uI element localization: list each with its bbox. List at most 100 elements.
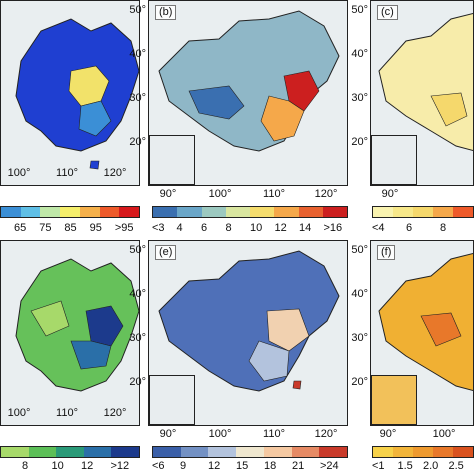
- tick: 12: [208, 460, 221, 472]
- tick: 12: [274, 222, 287, 234]
- south-china-sea-inset: [371, 135, 417, 185]
- map-panel-c: (c): [370, 0, 474, 186]
- tick: >16: [323, 222, 343, 234]
- lat-label: 30°: [351, 332, 368, 344]
- lon-label: 90°: [159, 188, 177, 200]
- tick: 8: [440, 222, 447, 234]
- tick: <3: [152, 222, 165, 234]
- colorbar-ticks-c: <4 6 8: [372, 222, 474, 234]
- lon-label: 90°: [159, 428, 177, 440]
- colorbar-ticks-f: <1 1.5 2.0 2.5: [372, 460, 474, 472]
- tick: 4: [176, 222, 183, 234]
- region-dark: [420, 312, 462, 347]
- lon-label: 110°: [263, 428, 285, 440]
- region-hot: [283, 70, 320, 112]
- region-warm: [260, 95, 305, 142]
- lat-label: 50°: [129, 4, 146, 16]
- map-panel-b: (b): [148, 0, 348, 186]
- map-panel-e: (e): [148, 240, 348, 426]
- colorbar-ticks-d: 8 10 12 >12: [22, 460, 140, 472]
- lat-label: 30°: [129, 332, 146, 344]
- tick: <6: [152, 460, 165, 472]
- tick: 21: [292, 460, 305, 472]
- colorbar-b: [152, 206, 348, 218]
- region-pale: [266, 308, 310, 352]
- region-blue: [70, 340, 112, 370]
- tick: 95: [89, 222, 102, 234]
- tick: 18: [264, 460, 277, 472]
- region-warm: [430, 92, 468, 127]
- map-panel-d: 100° 110° 120°: [0, 240, 140, 426]
- china-map-d: [15, 258, 139, 392]
- lat-label: 40°: [129, 48, 146, 60]
- china-map-f: [378, 252, 473, 391]
- lon-label: 110°: [56, 167, 78, 179]
- lon-label: 100°: [7, 167, 31, 179]
- lat-label: 20°: [129, 136, 146, 148]
- lat-label: 40°: [351, 288, 368, 300]
- panel-label: (f): [377, 245, 396, 260]
- colorbar-ticks-e: <6 9 12 15 18 21 >24: [152, 460, 348, 472]
- lat-label: 50°: [351, 244, 368, 256]
- china-map-e: [158, 250, 340, 392]
- map-panel-a: 100° 110° 120°: [0, 0, 140, 186]
- colorbar-ticks-a: 65 75 85 95 >95: [14, 222, 140, 234]
- lat-label: 40°: [129, 288, 146, 300]
- china-map-c: [378, 12, 473, 151]
- region-red: [292, 380, 302, 390]
- tick: 10: [51, 460, 64, 472]
- colorbar-ticks-b: <3 4 6 8 10 12 14 >16: [152, 222, 348, 234]
- country-outline: [378, 12, 473, 151]
- panel-label: (b): [155, 5, 177, 20]
- tick: >12: [110, 460, 130, 472]
- tick: 14: [299, 222, 312, 234]
- tick: >24: [320, 460, 339, 472]
- lat-label: 40°: [351, 48, 368, 60]
- lon-label: 100°: [7, 407, 31, 419]
- tick: 1.5: [397, 460, 413, 472]
- colorbar-d: [0, 446, 140, 458]
- lon-label: 120°: [314, 428, 338, 440]
- china-map-b: [158, 10, 340, 152]
- region-dark: [85, 305, 124, 347]
- lat-label: 30°: [129, 92, 146, 104]
- tick: 2.0: [423, 460, 439, 472]
- lat-label: 50°: [351, 4, 368, 16]
- colorbar-e: [152, 446, 348, 458]
- south-china-sea-inset: [149, 375, 195, 425]
- lon-label: 110°: [263, 188, 285, 200]
- lon-label: 120°: [103, 167, 127, 179]
- lon-label: 100°: [208, 188, 232, 200]
- lat-label: 20°: [351, 376, 368, 388]
- south-china-sea-inset: [371, 375, 417, 425]
- tick: 12: [81, 460, 94, 472]
- tick: 6: [201, 222, 208, 234]
- panel-label: (c): [377, 5, 398, 20]
- lat-label: 20°: [129, 376, 146, 388]
- region-light: [30, 300, 70, 337]
- tick: <4: [372, 222, 385, 234]
- lon-label: 90°: [381, 188, 399, 200]
- region-mid: [78, 100, 112, 137]
- colorbar-c: [372, 206, 474, 218]
- tick: >95: [114, 222, 134, 234]
- lon-label: 120°: [103, 407, 127, 419]
- lat-label: 20°: [351, 136, 368, 148]
- tick: 15: [236, 460, 249, 472]
- tick: 2.5: [448, 460, 464, 472]
- lon-label: 120°: [314, 188, 338, 200]
- tick: 85: [64, 222, 77, 234]
- lon-label: 100°: [432, 428, 456, 440]
- island: [89, 160, 100, 170]
- map-panel-f: (f): [370, 240, 474, 426]
- colorbar-a: [0, 206, 140, 218]
- panel-label: (e): [155, 245, 177, 260]
- tick: 9: [180, 460, 187, 472]
- tick: 8: [22, 460, 29, 472]
- china-map-a: [15, 18, 139, 170]
- tick: 6: [406, 222, 413, 234]
- lon-label: 100°: [208, 428, 232, 440]
- tick: <1: [372, 460, 385, 472]
- lat-label: 30°: [351, 92, 368, 104]
- lon-label: 90°: [379, 428, 397, 440]
